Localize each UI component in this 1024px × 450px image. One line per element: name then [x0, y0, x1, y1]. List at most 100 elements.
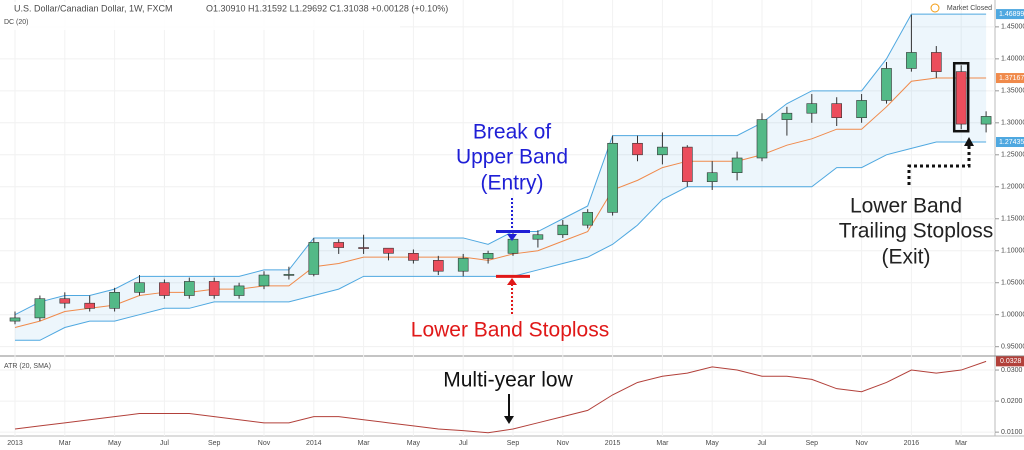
candle-body	[831, 103, 843, 118]
last-value-tag	[996, 356, 1024, 367]
atr-label: ATR (20, SMA)	[4, 363, 51, 370]
candle-body	[59, 298, 71, 304]
candle-body	[258, 274, 270, 287]
exit-annotation: Lower Band	[850, 195, 962, 218]
candle-body	[657, 146, 668, 156]
y-tick-label: 1.20000	[1001, 184, 1024, 191]
candle-body	[432, 260, 444, 272]
candle-body	[756, 119, 768, 159]
x-tick-label: Nov	[855, 440, 868, 447]
candle-body	[507, 238, 519, 254]
candle-body	[607, 142, 618, 213]
x-tick-label: Mar	[59, 440, 72, 447]
atr-arrowhead	[504, 416, 514, 424]
y-tick-label: 1.45000	[1001, 24, 1024, 31]
stop-arrowhead	[507, 278, 517, 285]
candle-body	[233, 285, 245, 296]
y-tick-label: 1.05000	[1001, 280, 1024, 287]
x-tick-label: Jul	[459, 440, 468, 447]
atr-line	[14, 360, 987, 434]
last-value-tag	[996, 9, 1024, 20]
x-tick-label: Nov	[557, 440, 570, 447]
header-bg	[0, 2, 400, 30]
y-tick-label: 1.00000	[1001, 312, 1024, 319]
candle-body	[557, 224, 569, 236]
exit-annotation: Trailing Stoploss	[839, 220, 993, 243]
candle-body	[84, 302, 95, 309]
x-tick-label: Nov	[258, 440, 271, 447]
candle-body	[906, 52, 917, 69]
candle-body	[208, 281, 220, 296]
candle-body	[881, 68, 892, 101]
candle-body	[457, 258, 469, 272]
x-tick-label: Sep	[208, 440, 221, 447]
candle-body	[333, 242, 345, 248]
candle-body	[980, 116, 992, 125]
candle-body	[383, 247, 394, 254]
entry-annotation: (Entry)	[481, 172, 544, 195]
last-value-label: 0.0328	[1000, 358, 1022, 365]
band-line	[14, 77, 987, 328]
entry-annotation: Upper Band	[456, 146, 568, 169]
candle-body	[159, 282, 170, 296]
exit-box	[952, 61, 970, 133]
entry-annotation: Break of	[473, 121, 551, 144]
band-line	[14, 13, 987, 316]
y-tick-label: 1.15000	[1001, 216, 1024, 223]
candle-body	[781, 112, 793, 120]
y-tick-label: 1.25000	[1001, 152, 1024, 159]
x-tick-label: May	[108, 440, 122, 447]
x-tick-label: Jul	[758, 440, 767, 447]
candle-body	[34, 298, 46, 319]
y-tick-label: 1.35000	[1001, 88, 1024, 95]
x-tick-label: 2014	[306, 440, 322, 447]
y-tick-label: 0.0300	[1001, 367, 1023, 374]
stop-annotation: Lower Band Stoploss	[411, 319, 609, 342]
candle-body	[856, 100, 867, 118]
last-value-tag	[996, 137, 1024, 147]
y-tick-label: 0.0200	[1001, 398, 1023, 405]
candle-body	[109, 292, 120, 309]
candle-body	[632, 142, 643, 156]
status-icon	[930, 3, 940, 13]
y-tick-label: 0.95000	[1001, 344, 1024, 351]
candle-body	[184, 281, 195, 296]
candle-body	[532, 234, 544, 240]
candle-body	[582, 212, 594, 226]
y-tick-label: 1.10000	[1001, 248, 1024, 255]
last-value-label: 1.46899	[999, 11, 1024, 18]
candle-body	[9, 317, 21, 322]
candle-body	[955, 71, 967, 125]
x-tick-label: 2016	[904, 440, 920, 447]
x-tick-label: May	[407, 440, 421, 447]
candle-body	[930, 52, 942, 72]
entry-arrowhead	[507, 234, 517, 241]
x-tick-label: Mar	[358, 440, 371, 447]
exit-arrowhead	[964, 137, 974, 146]
candle-body	[358, 247, 369, 249]
last-value-label: 1.27435	[999, 139, 1024, 146]
y-tick-label: 1.40000	[1001, 56, 1024, 63]
y-tick-label: 1.30000	[1001, 120, 1024, 127]
x-tick-label: Jul	[160, 440, 169, 447]
exit-annotation: (Exit)	[882, 246, 931, 269]
x-tick-label: Mar	[955, 440, 968, 447]
symbol-title: U.S. Dollar/Canadian Dollar, 1W, FXCM	[14, 3, 173, 13]
last-value-label: 1.37167	[999, 75, 1024, 82]
ohlc-values: O1.30910 H1.31592 L1.29692 C1.31038 +0.0…	[206, 3, 448, 13]
x-tick-label: May	[706, 440, 720, 447]
indicator-label: DC (20)	[4, 19, 29, 26]
exit-arrow	[907, 144, 971, 185]
candle-body	[482, 252, 494, 259]
candle-body	[731, 157, 743, 174]
candle-body	[681, 146, 693, 182]
x-tick-label: Sep	[507, 440, 520, 447]
x-tick-label: 2013	[7, 440, 23, 447]
x-tick-label: 2015	[605, 440, 621, 447]
atr-annotation: Multi-year low	[443, 369, 573, 392]
candle-body	[806, 103, 818, 114]
candle-body	[408, 252, 419, 261]
